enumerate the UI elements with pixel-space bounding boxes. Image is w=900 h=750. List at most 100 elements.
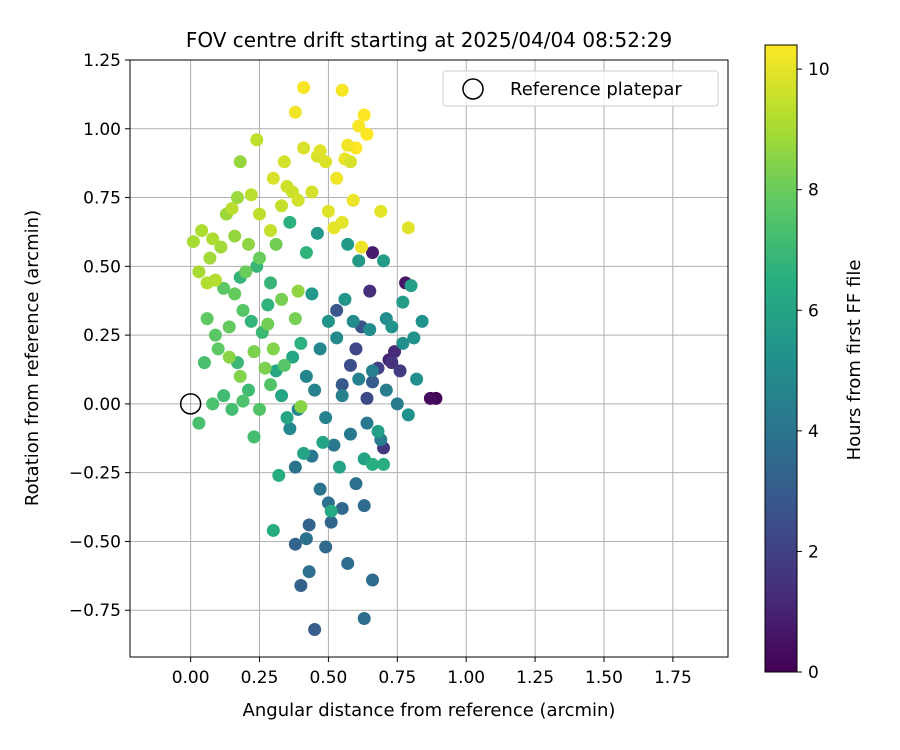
data-point bbox=[261, 298, 275, 312]
colorbar-ticks: 0 2 4 6 8 10 bbox=[797, 60, 830, 683]
data-point bbox=[208, 273, 222, 287]
data-point bbox=[239, 265, 253, 279]
data-point bbox=[266, 171, 280, 185]
data-point bbox=[294, 400, 308, 414]
colorbar-tick-label: 10 bbox=[808, 60, 830, 80]
data-point bbox=[288, 312, 302, 326]
data-point bbox=[404, 279, 418, 293]
data-point bbox=[222, 350, 236, 364]
data-point bbox=[200, 312, 214, 326]
data-point bbox=[264, 224, 278, 238]
data-point bbox=[308, 622, 322, 636]
colorbar-tick-label: 0 bbox=[808, 663, 819, 683]
data-point bbox=[401, 408, 415, 422]
data-point bbox=[393, 364, 407, 378]
data-point bbox=[343, 427, 357, 441]
x-tick-label: 1.75 bbox=[654, 668, 692, 688]
data-point bbox=[385, 320, 399, 334]
data-point bbox=[225, 202, 239, 216]
y-tick-label: 0.50 bbox=[83, 257, 121, 277]
data-point bbox=[236, 303, 250, 317]
data-point bbox=[415, 314, 429, 328]
data-point bbox=[360, 127, 374, 141]
data-point bbox=[217, 281, 231, 295]
data-point bbox=[244, 188, 258, 202]
data-point bbox=[275, 389, 289, 403]
data-point bbox=[401, 221, 415, 235]
data-point bbox=[241, 237, 255, 251]
data-point bbox=[319, 411, 333, 425]
data-point bbox=[377, 457, 391, 471]
colorbar bbox=[765, 45, 797, 672]
data-point bbox=[294, 336, 308, 350]
data-point bbox=[288, 460, 302, 474]
data-point bbox=[186, 235, 200, 249]
data-point bbox=[366, 364, 380, 378]
chart-title: FOV centre drift starting at 2025/04/04 … bbox=[186, 28, 672, 52]
data-point bbox=[423, 391, 437, 405]
data-point bbox=[388, 345, 402, 359]
data-point bbox=[330, 331, 344, 345]
data-point bbox=[366, 246, 380, 260]
data-point bbox=[266, 523, 280, 537]
data-point bbox=[321, 314, 335, 328]
colorbar-tick-label: 8 bbox=[808, 181, 819, 201]
data-point bbox=[222, 320, 236, 334]
data-point bbox=[319, 155, 333, 169]
data-point bbox=[299, 532, 313, 546]
data-point bbox=[283, 422, 297, 436]
data-point bbox=[286, 350, 300, 364]
data-point bbox=[192, 416, 206, 430]
data-point bbox=[357, 499, 371, 513]
data-point bbox=[228, 287, 242, 301]
data-point bbox=[228, 229, 242, 243]
data-point bbox=[233, 155, 247, 169]
data-point bbox=[354, 240, 368, 254]
data-point bbox=[280, 411, 294, 425]
data-point bbox=[346, 193, 360, 207]
y-tick-label: 1.25 bbox=[83, 51, 121, 71]
data-point bbox=[366, 573, 380, 587]
data-point bbox=[310, 226, 324, 240]
data-point bbox=[195, 224, 209, 238]
colorbar-frame bbox=[764, 44, 798, 673]
data-point bbox=[366, 375, 380, 389]
data-point bbox=[214, 240, 228, 254]
data-point bbox=[330, 303, 344, 317]
data-point bbox=[330, 171, 344, 185]
data-point bbox=[264, 276, 278, 290]
legend-box bbox=[442, 70, 719, 107]
legend: Reference platepar bbox=[442, 70, 719, 107]
x-tick-label: 1.25 bbox=[516, 668, 554, 688]
data-point bbox=[327, 438, 341, 452]
data-point bbox=[335, 215, 349, 229]
data-point bbox=[269, 237, 283, 251]
data-point bbox=[225, 402, 239, 416]
data-point bbox=[192, 265, 206, 279]
data-point bbox=[343, 155, 357, 169]
data-point bbox=[360, 391, 374, 405]
data-point bbox=[357, 611, 371, 625]
data-point bbox=[291, 284, 305, 298]
data-point bbox=[297, 446, 311, 460]
data-point bbox=[297, 141, 311, 155]
data-point bbox=[241, 383, 255, 397]
reference-marker-layer bbox=[179, 393, 202, 415]
data-point bbox=[319, 540, 333, 554]
y-tick-label: 0.25 bbox=[83, 326, 121, 346]
y-axis-ticks: −0.75 −0.50 −0.25 0.00 0.25 0.50 0.75 1.00 1.25 bbox=[69, 51, 130, 621]
data-point bbox=[390, 397, 404, 411]
data-point bbox=[217, 389, 231, 403]
data-point bbox=[332, 460, 346, 474]
data-point bbox=[377, 254, 391, 268]
data-point bbox=[363, 284, 377, 298]
data-point bbox=[297, 81, 311, 95]
data-point bbox=[305, 185, 319, 199]
data-point bbox=[341, 556, 355, 570]
colorbar-tick-label: 4 bbox=[808, 422, 819, 442]
colorbar-tick-label: 6 bbox=[808, 301, 819, 321]
data-point bbox=[253, 402, 267, 416]
data-point bbox=[247, 430, 261, 444]
data-point bbox=[385, 356, 399, 370]
